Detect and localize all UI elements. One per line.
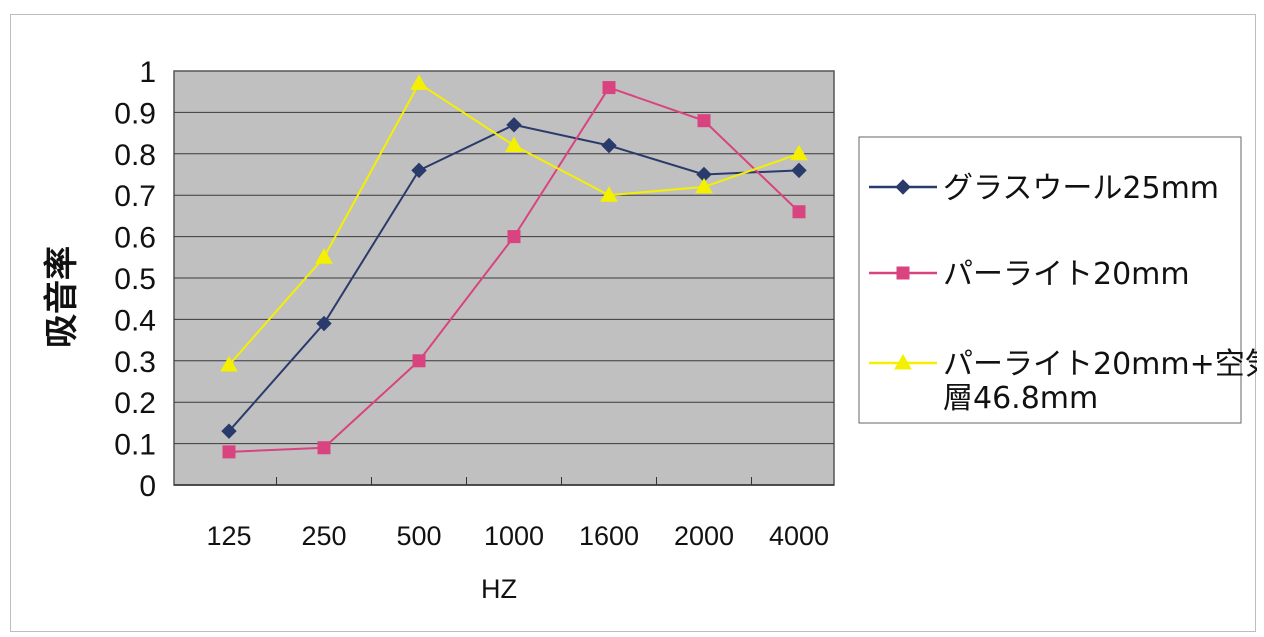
y-axis-title: 吸音率 (42, 246, 82, 348)
y-tick-label: 0 (139, 470, 156, 503)
data-point (411, 162, 427, 179)
data-point (792, 205, 806, 219)
x-axis-title: HZ (481, 574, 517, 604)
axes: 0 0.1 0.2 0.3 0.4 0.5 0.6 0.7 0.8 0.9 1 125 250 500 10… (114, 56, 834, 551)
y-axis-title-group: 吸音率 (42, 246, 82, 348)
series-3 (220, 74, 808, 372)
x-tick-label: 1000 (484, 521, 544, 551)
data-point (697, 114, 711, 128)
y-tick-label: 0.8 (114, 139, 156, 172)
data-point (601, 137, 617, 154)
axis-labels: HZ 吸音率 (42, 246, 517, 604)
legend-item-2: パーライト20mm (869, 257, 1190, 292)
x-tick-label: 1600 (579, 521, 639, 551)
legend-box (858, 136, 1242, 424)
x-tick-label: 4000 (769, 521, 829, 551)
legend-item-1: グラスウール25mm (869, 171, 1219, 206)
data-point (220, 355, 238, 372)
chart-frame: 0 0.1 0.2 0.3 0.4 0.5 0.6 0.7 0.8 0.9 1 125 250 500 10… (10, 14, 1257, 632)
y-tick-label: 0.9 (114, 97, 156, 130)
legend-marker (894, 353, 912, 370)
data-point (505, 136, 523, 153)
data-point (412, 354, 426, 368)
data-point (790, 144, 808, 161)
x-tick-label: 125 (206, 521, 251, 551)
data-point (317, 441, 331, 455)
data-point (315, 248, 333, 264)
series-group (220, 74, 808, 459)
data-point (316, 315, 332, 332)
data-point (506, 117, 522, 133)
data-point (507, 230, 521, 244)
y-tick-label: 1 (139, 56, 156, 89)
data-point (221, 423, 237, 439)
y-tick-label: 0.6 (114, 222, 156, 255)
plot-area (173, 70, 835, 486)
y-tick-label: 0.5 (114, 263, 156, 296)
data-point (791, 162, 807, 179)
legend-marker (895, 179, 911, 195)
legend-label: パーライト20mm+空気 (943, 347, 1257, 382)
x-tick-label: 250 (301, 521, 346, 551)
legend-label: グラスウール25mm (943, 171, 1219, 206)
data-point (695, 177, 713, 194)
y-tick-label: 0.1 (114, 429, 156, 462)
data-point (600, 186, 618, 202)
y-tick-label: 0.4 (114, 304, 156, 337)
series-2 (222, 81, 806, 459)
y-tick-label: 0.7 (114, 180, 156, 213)
data-point (602, 81, 616, 95)
legend-label: 層46.8mm (943, 381, 1098, 416)
line-chart: 0 0.1 0.2 0.3 0.4 0.5 0.6 0.7 0.8 0.9 1 125 250 500 10… (42, 56, 1257, 604)
x-tick-label: 500 (396, 521, 441, 551)
data-point (222, 445, 236, 459)
legend-label: パーライト20mm (943, 257, 1190, 292)
y-tick-label: 0.3 (114, 346, 156, 379)
y-tick-label: 0.2 (114, 387, 156, 420)
x-tick-label: 2000 (674, 521, 734, 551)
legend-marker (896, 266, 910, 280)
data-point (410, 74, 428, 90)
